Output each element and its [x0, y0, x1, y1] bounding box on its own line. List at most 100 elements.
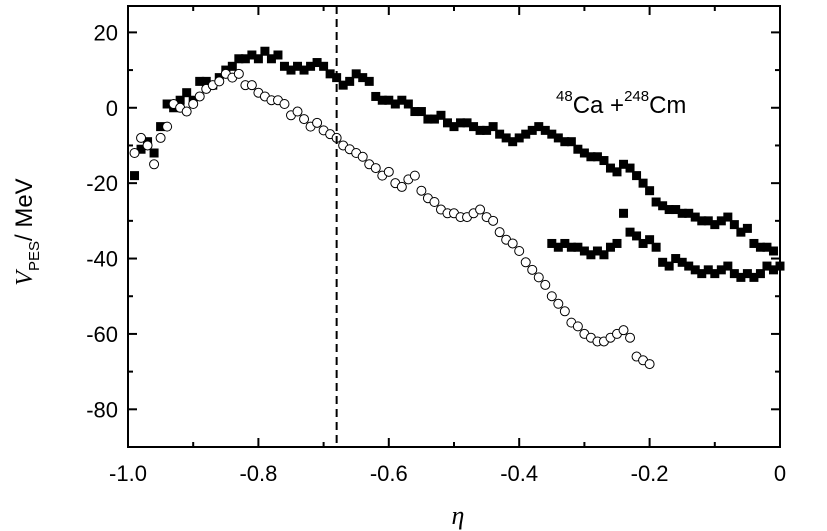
data-point-square [566, 137, 576, 147]
data-point-square [690, 212, 700, 222]
data-point-square [279, 61, 289, 71]
data-point-square [723, 212, 733, 222]
data-point-square [768, 265, 778, 275]
x-tick-label: -1.0 [109, 461, 147, 486]
data-point-square [560, 238, 570, 248]
data-point-square [384, 95, 394, 105]
data-point-square [749, 238, 759, 248]
data-point-square [762, 242, 772, 252]
x-tick-label: -0.4 [500, 461, 538, 486]
y-tick-label: -80 [86, 397, 118, 422]
data-point-square [729, 269, 739, 279]
data-point-circle [475, 204, 486, 215]
data-point-square [358, 73, 368, 83]
data-point-circle [194, 91, 205, 102]
data-point-circle [546, 291, 557, 302]
data-point-square [293, 61, 303, 71]
data-point-square [664, 205, 674, 215]
data-point-square [521, 129, 531, 139]
data-point-square [540, 125, 550, 135]
data-point-circle [181, 106, 192, 117]
data-point-square [671, 205, 681, 215]
data-point-circle [292, 106, 303, 117]
data-point-square [195, 76, 205, 86]
data-point-circle [644, 359, 655, 370]
data-point-circle [370, 163, 381, 174]
data-point-circle [416, 185, 427, 196]
data-point-square [273, 50, 283, 60]
data-point-square [684, 261, 694, 271]
data-point-square [175, 95, 185, 105]
data-point-square [625, 163, 635, 173]
data-point-square [573, 144, 583, 154]
data-point-square [729, 220, 739, 230]
data-point-square [149, 148, 159, 158]
data-point-square [592, 246, 602, 256]
data-point-square [514, 133, 524, 143]
data-marks [129, 46, 785, 370]
data-point-circle [233, 68, 244, 79]
data-point-circle [246, 80, 257, 91]
data-point-square [560, 137, 570, 147]
y-tick-label: -60 [86, 322, 118, 347]
data-point-circle [299, 114, 310, 125]
data-point-square [371, 91, 381, 101]
data-point-square [619, 208, 629, 218]
data-point-circle [507, 238, 518, 249]
data-point-square [768, 246, 778, 256]
data-point-square [586, 250, 596, 260]
data-point-square [677, 257, 687, 267]
data-point-circle [494, 227, 505, 238]
data-point-circle [357, 151, 368, 162]
data-point-square [677, 208, 687, 218]
data-point-circle [533, 272, 544, 283]
data-point-square [423, 114, 433, 124]
data-point-square [605, 242, 615, 252]
y-tick-label: -40 [86, 247, 118, 272]
data-point-square [534, 122, 544, 132]
data-point-square [508, 137, 518, 147]
y-tick-label: -20 [86, 171, 118, 196]
data-point-square [710, 220, 720, 230]
data-point-square [697, 216, 707, 226]
data-point-circle [155, 132, 166, 143]
annotation-sup2: 248 [624, 88, 649, 105]
data-point-square [306, 61, 316, 71]
data-point-square [736, 227, 746, 237]
reaction-annotation: 48Ca +248Cm [556, 88, 686, 119]
data-point-square [501, 133, 511, 143]
data-point-square [755, 242, 765, 252]
data-point-square [156, 122, 166, 132]
data-point-square [716, 216, 726, 226]
data-point-square [260, 46, 270, 56]
data-point-square [658, 257, 668, 267]
data-point-square [723, 261, 733, 271]
data-point-square [651, 242, 661, 252]
data-point-square [625, 227, 635, 237]
data-point-square [690, 265, 700, 275]
data-point-square [619, 159, 629, 169]
data-point-square [736, 272, 746, 282]
data-point-square [645, 186, 655, 196]
data-point-square [599, 156, 609, 166]
data-point-square [462, 118, 472, 128]
data-point-square [136, 144, 146, 154]
data-point-square [527, 125, 537, 135]
data-point-square [234, 54, 244, 64]
x-tick-label: -0.2 [631, 461, 669, 486]
y-axis-title-unit: / MeV [11, 178, 38, 241]
data-point-square [742, 223, 752, 233]
data-point-square [319, 61, 329, 71]
data-point-circle [572, 321, 583, 332]
data-point-square [651, 197, 661, 207]
data-point-square [182, 88, 192, 98]
data-point-square [495, 129, 505, 139]
data-point-square [429, 114, 439, 124]
data-point-square [703, 216, 713, 226]
data-point-circle [618, 325, 629, 336]
data-point-square [586, 152, 596, 162]
y-axis-title: VPES/ MeV [11, 178, 43, 285]
data-point-circle [279, 99, 290, 109]
annotation-text1: Ca + [573, 92, 624, 119]
data-point-square [775, 261, 785, 271]
